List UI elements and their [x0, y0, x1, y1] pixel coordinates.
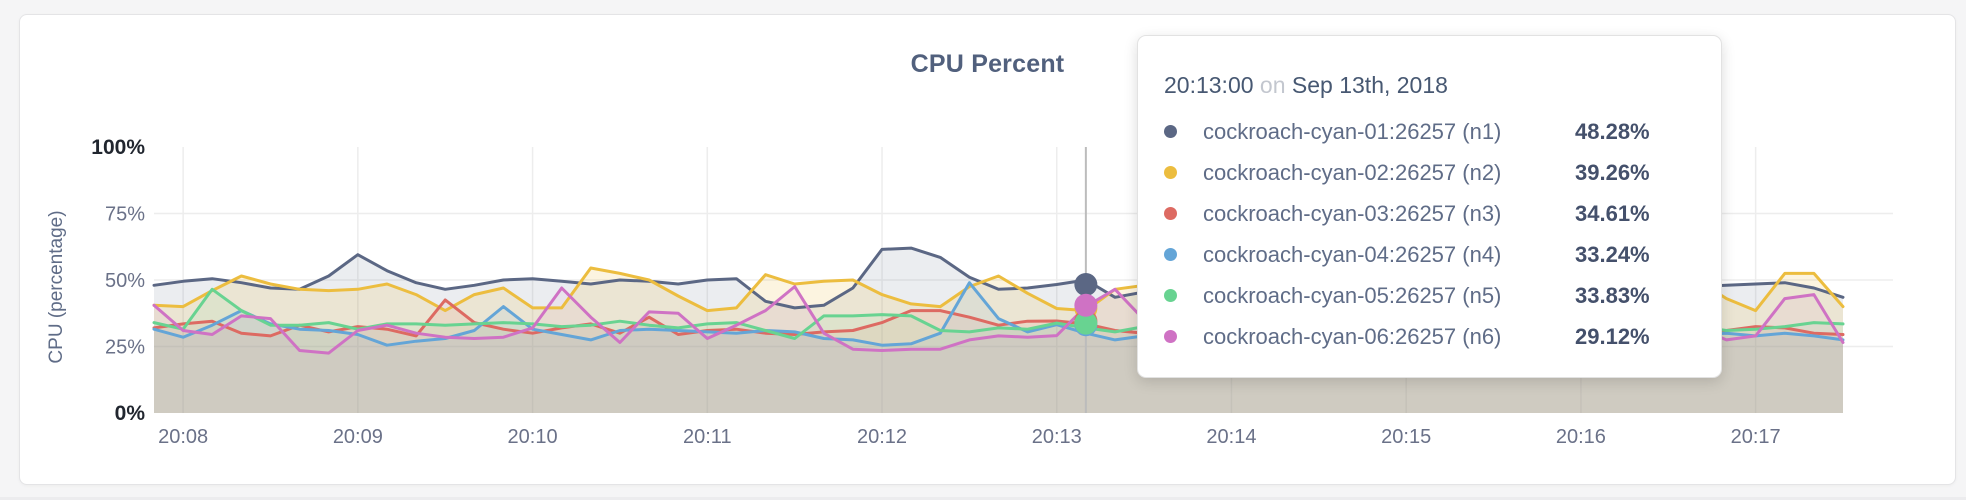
- tooltip-header: 20:13:00 on Sep 13th, 2018: [1164, 72, 1691, 99]
- tooltip-series-row: cockroach-cyan-01:26257 (n1) 48.28%: [1164, 111, 1691, 152]
- tooltip-series-row: cockroach-cyan-05:26257 (n5) 33.83%: [1164, 275, 1691, 316]
- series-label: cockroach-cyan-04:26257 (n4): [1203, 241, 1502, 267]
- series-area: [154, 286, 1843, 413]
- series-area: [154, 282, 1843, 413]
- y-tick-label: 100%: [91, 136, 145, 159]
- series-color-dot: [1164, 248, 1177, 261]
- x-tick-label: 20:13: [1032, 426, 1082, 448]
- x-tick-label: 20:14: [1206, 426, 1256, 448]
- chart-title: CPU Percent: [910, 50, 1065, 78]
- series-value: 29.12%: [1575, 323, 1650, 349]
- x-tick-label: 20:08: [158, 426, 208, 448]
- tooltip-time: 20:13:00: [1164, 72, 1254, 98]
- series-color-dot: [1164, 125, 1177, 138]
- tooltip-rows: cockroach-cyan-01:26257 (n1) 48.28% cockro…: [1164, 111, 1691, 357]
- chart-tooltip: 20:13:00 on Sep 13th, 2018 cockroach-cya…: [1137, 35, 1722, 378]
- series-label: cockroach-cyan-01:26257 (n1): [1203, 118, 1502, 144]
- tooltip-conjunction: on: [1259, 72, 1286, 98]
- series-color-dot: [1164, 207, 1177, 220]
- series-value: 33.24%: [1575, 241, 1650, 267]
- series-label: cockroach-cyan-05:26257 (n5): [1203, 282, 1502, 308]
- series-value: 34.61%: [1575, 200, 1650, 226]
- x-tick-label: 20:11: [683, 426, 732, 448]
- y-tick-label: 75%: [105, 204, 145, 226]
- x-tick-label: 20:12: [857, 426, 907, 448]
- hover-dot: [1074, 293, 1098, 317]
- hover-dot: [1074, 311, 1098, 335]
- series-value: 33.83%: [1575, 282, 1650, 308]
- series-color-dot: [1164, 330, 1177, 343]
- series-area: [154, 299, 1843, 413]
- y-tick-label: 0%: [115, 402, 146, 425]
- series-label: cockroach-cyan-03:26257 (n3): [1203, 200, 1502, 226]
- x-tick-label: 20:09: [333, 426, 383, 448]
- series-value: 48.28%: [1575, 118, 1650, 144]
- x-tick-label: 20:17: [1731, 426, 1781, 448]
- tooltip-series-row: cockroach-cyan-04:26257 (n4) 33.24%: [1164, 234, 1691, 275]
- y-tick-label: 25%: [105, 337, 145, 359]
- series-area: [154, 289, 1843, 413]
- series-label: cockroach-cyan-06:26257 (n6): [1203, 323, 1502, 349]
- tooltip-series-row: cockroach-cyan-03:26257 (n3) 34.61%: [1164, 193, 1691, 234]
- series-color-dot: [1164, 166, 1177, 179]
- tooltip-series-row: cockroach-cyan-06:26257 (n6) 29.12%: [1164, 316, 1691, 357]
- x-tick-label: 20:15: [1381, 426, 1431, 448]
- series-label: cockroach-cyan-02:26257 (n2): [1203, 159, 1502, 185]
- bottom-divider: [0, 497, 1966, 500]
- x-tick-label: 20:16: [1556, 426, 1606, 448]
- x-tick-label: 20:10: [508, 426, 558, 448]
- hover-dot: [1074, 273, 1098, 297]
- series-color-dot: [1164, 289, 1177, 302]
- tooltip-series-row: cockroach-cyan-02:26257 (n2) 39.26%: [1164, 152, 1691, 193]
- y-tick-label: 50%: [105, 270, 145, 292]
- tooltip-date: Sep 13th, 2018: [1291, 72, 1448, 98]
- series-value: 39.26%: [1575, 159, 1650, 185]
